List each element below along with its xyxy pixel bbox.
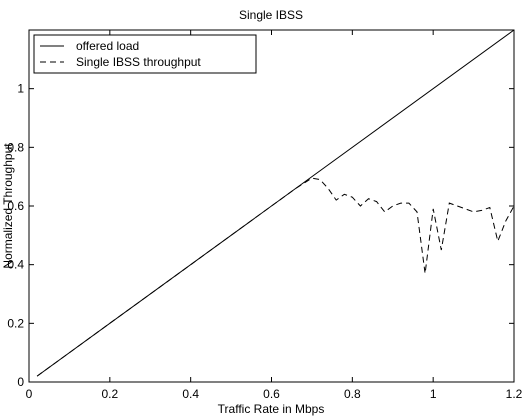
x-tick-label: 1 [430,387,437,401]
y-tick-label: 0.4 [7,258,24,272]
x-tick-label: 0.2 [101,387,118,401]
legend-label-1: offered load [76,39,139,53]
y-tick-label: 0.2 [7,316,24,330]
y-tick-label: 0 [17,375,24,389]
legend-label-2: Single IBSS throughput [76,55,201,69]
x-tick-label: 0.4 [182,387,199,401]
y-axis-label: Normalized Throughput [1,143,15,269]
x-tick-label: 1.2 [506,387,523,401]
axis-ticks: 0 0.2 0.4 0.6 0.8 1 1.2 0 0.2 0.4 0.6 0.8 1 [7,30,523,401]
x-tick-label: 0.6 [263,387,280,401]
y-tick-label: 0.6 [7,199,24,213]
series-layer [36,29,515,377]
legend-box [33,34,257,74]
y-tick-label: 1 [17,82,24,96]
y-tick-label: 0.8 [7,140,24,154]
x-tick-label: 0 [26,387,33,401]
series-line-2 [36,177,515,377]
x-axis-label: Traffic Rate in Mbps [218,402,325,416]
legend: offered load Single IBSS throughput [33,34,257,74]
chart-title: Single IBSS [239,8,303,22]
x-tick-label: 0.8 [344,387,361,401]
